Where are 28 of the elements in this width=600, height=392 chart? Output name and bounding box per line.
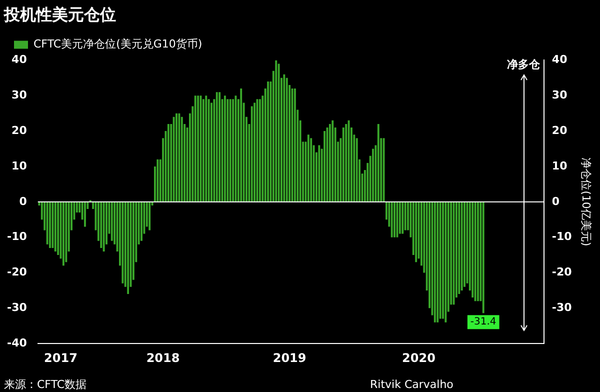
y2-tick-label: 20 [552, 124, 568, 137]
y2-tick-label: -20 [552, 266, 572, 279]
y-tick-label: 10 [12, 159, 28, 172]
y2-tick-label: -30 [552, 301, 572, 314]
chart-title: 投机性美元仓位 [3, 4, 116, 24]
y-tick-label: -10 [7, 230, 28, 244]
y-tick-label: -40 [7, 336, 28, 350]
y-tick-label: 40 [12, 53, 28, 66]
x-tick-label: 2019 [272, 350, 306, 365]
x-tick-label: 2017 [44, 350, 78, 365]
y-tick-label: 30 [12, 88, 28, 102]
annotation: 净多仓 [507, 58, 542, 72]
y-tick-label: -30 [7, 301, 28, 314]
y2-tick-label: 10 [552, 159, 568, 172]
x-tick-label: 2018 [146, 350, 180, 365]
text: Ritvik Carvalho [370, 378, 454, 391]
legend-label: CFTC美元净仓位(美元兑G10货币) [34, 38, 202, 51]
y-tick-label: 0 [19, 194, 28, 208]
source-note: 来源：CFTC数据 [4, 378, 87, 391]
y2-tick-label: 40 [552, 53, 568, 66]
x-tick-label: 2020 [402, 350, 436, 365]
y-tick-label: -20 [7, 266, 28, 279]
y2-axis-title: 净仓位(10亿美元) [580, 158, 593, 246]
y2-tick-label: 0 [552, 194, 560, 208]
y2-tick-label: -10 [552, 230, 572, 244]
y2-tick-label: 30 [552, 88, 568, 102]
data-label: -31.4 [470, 316, 496, 328]
y-tick-label: 20 [12, 124, 28, 137]
